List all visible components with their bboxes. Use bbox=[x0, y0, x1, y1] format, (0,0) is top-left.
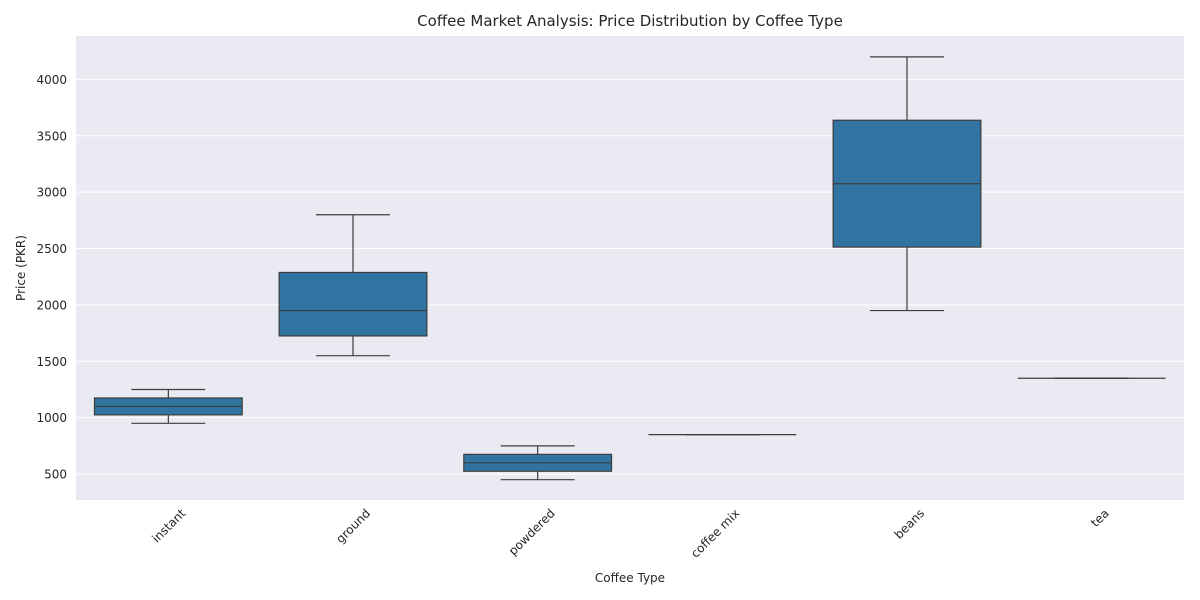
box-body bbox=[278, 271, 428, 337]
x-tick-label: coffee mix bbox=[688, 506, 742, 560]
x-tick-label: tea bbox=[1088, 506, 1112, 530]
box-beans bbox=[832, 56, 982, 312]
box-ground bbox=[278, 214, 428, 357]
box-series bbox=[93, 56, 1166, 481]
y-tick-label: 1500 bbox=[36, 355, 67, 369]
y-axis-label: Price (PKR) bbox=[14, 235, 28, 301]
x-tick-label: instant bbox=[149, 506, 188, 545]
y-tick-label: 3000 bbox=[36, 186, 67, 200]
y-tick-label: 2500 bbox=[36, 242, 67, 256]
y-tick-label: 1000 bbox=[36, 411, 67, 425]
grid-lines bbox=[76, 78, 1184, 475]
box-instant bbox=[93, 388, 243, 424]
plot-background bbox=[76, 36, 1184, 500]
y-tick-label: 4000 bbox=[36, 73, 67, 87]
x-tick-label: powdered bbox=[506, 506, 558, 558]
x-tick-label: beans bbox=[892, 506, 928, 542]
chart-title: Coffee Market Analysis: Price Distributi… bbox=[417, 12, 843, 30]
x-tick-labels: instant ground powdered coffee mix beans tea bbox=[149, 506, 1112, 561]
y-tick-label: 3500 bbox=[36, 129, 67, 143]
y-tick-labels: 500 1000 1500 2000 2500 3000 3500 4000 bbox=[36, 73, 67, 482]
y-tick-label: 2000 bbox=[36, 298, 67, 312]
x-tick-label: ground bbox=[333, 506, 373, 546]
y-tick-label: 500 bbox=[44, 468, 67, 482]
box-powdered bbox=[463, 445, 613, 481]
x-axis-label: Coffee Type bbox=[595, 571, 665, 585]
